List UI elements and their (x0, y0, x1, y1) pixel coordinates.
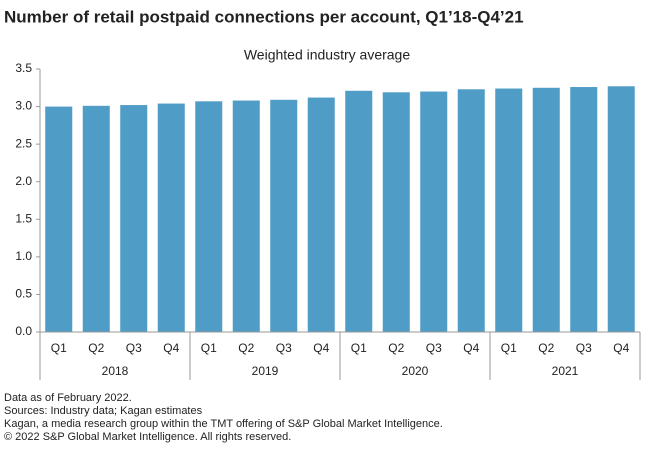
x-tick-label: Q4 (313, 341, 329, 355)
bar (195, 101, 223, 332)
footnote: Data as of February 2022. (4, 392, 132, 404)
group-label: 2021 (552, 364, 579, 378)
bar (307, 97, 335, 332)
bar (420, 91, 448, 333)
bar (495, 88, 523, 332)
bar (82, 105, 110, 332)
x-tick-label: Q4 (163, 341, 179, 355)
bar (607, 86, 635, 332)
bar (120, 105, 148, 332)
bar (232, 100, 260, 332)
chart-subtitle: Weighted industry average (244, 47, 410, 63)
bar (570, 87, 598, 332)
x-tick-label: Q1 (501, 341, 517, 355)
chart-title: Number of retail postpaid connections pe… (4, 7, 524, 26)
footnote: © 2022 S&P Global Market Intelligence. A… (4, 431, 291, 443)
y-tick-label: 1.5 (15, 211, 32, 225)
x-tick-label: Q1 (351, 341, 367, 355)
x-tick-label: Q3 (576, 341, 592, 355)
bar (270, 99, 298, 333)
y-tick-label: 3.5 (15, 61, 32, 75)
bar (532, 87, 560, 333)
group-label: 2019 (252, 364, 279, 378)
bar (345, 90, 373, 332)
bar (382, 92, 410, 333)
y-tick-label: 2.5 (15, 136, 32, 150)
x-tick-label: Q2 (388, 341, 404, 355)
x-tick-label: Q1 (51, 341, 67, 355)
bar (157, 103, 185, 333)
x-tick-label: Q3 (426, 341, 442, 355)
x-tick-label: Q2 (238, 341, 254, 355)
x-tick-label: Q4 (613, 341, 629, 355)
y-tick-label: 0.5 (15, 287, 32, 301)
x-tick-label: Q3 (276, 341, 292, 355)
footnote: Sources: Industry data; Kagan estimates (4, 405, 203, 417)
x-tick-label: Q3 (126, 341, 142, 355)
y-tick-label: 2.0 (15, 174, 32, 188)
y-tick-label: 1.0 (15, 249, 32, 263)
y-tick-label: 0.0 (15, 324, 32, 338)
bar (45, 106, 73, 332)
group-label: 2018 (102, 364, 129, 378)
x-tick-label: Q2 (538, 341, 554, 355)
bar (457, 89, 485, 332)
x-tick-label: Q4 (463, 341, 479, 355)
group-label: 2020 (402, 364, 429, 378)
x-tick-label: Q1 (201, 341, 217, 355)
footnote: Kagan, a media research group within the… (4, 418, 443, 430)
y-tick-label: 3.0 (15, 99, 32, 113)
x-tick-label: Q2 (88, 341, 104, 355)
